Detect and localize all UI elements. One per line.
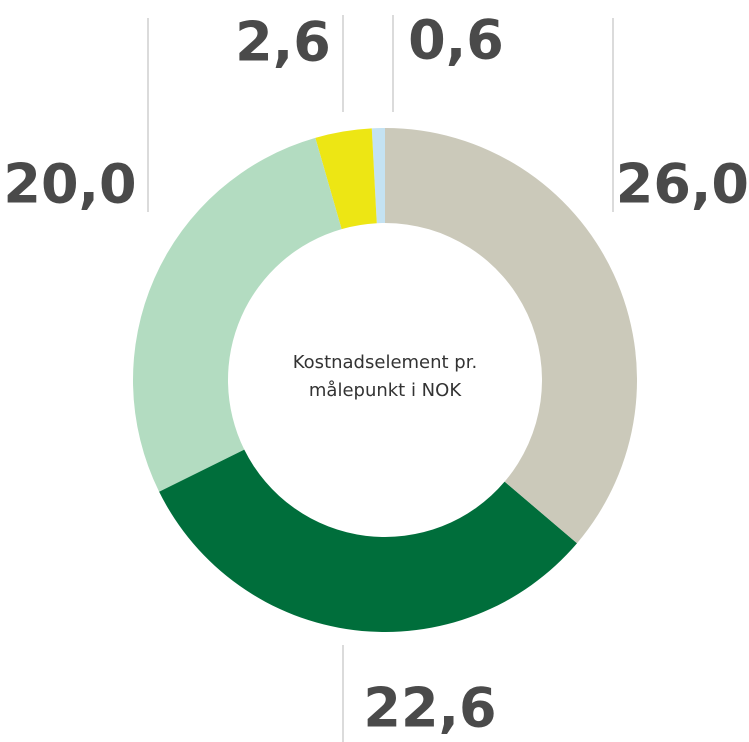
donut-slice — [385, 128, 638, 544]
data-label: 2,6 — [235, 11, 331, 74]
donut-slice — [159, 449, 578, 632]
donut-slice — [371, 128, 385, 224]
data-label: 0,6 — [408, 9, 504, 72]
data-label: 26,0 — [616, 153, 749, 216]
data-label: 20,0 — [3, 153, 136, 216]
center-text: målepunkt i NOK — [309, 380, 462, 401]
donut-slice — [315, 128, 377, 230]
donut-slice — [133, 137, 342, 492]
center-text: Kostnadselement pr. — [293, 352, 477, 373]
data-label: 22,6 — [363, 677, 496, 740]
